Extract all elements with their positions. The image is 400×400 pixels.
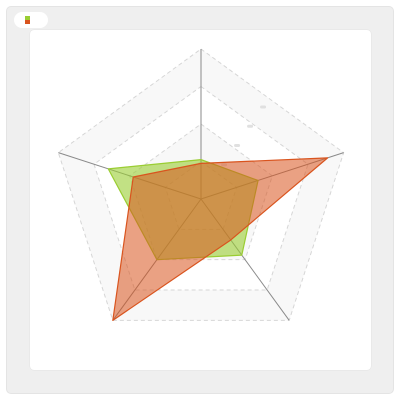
- tick-mark-4: [260, 105, 267, 109]
- legend-swatch-series-1: [25, 15, 30, 20]
- legend[interactable]: [14, 12, 48, 28]
- tick-mark-2: [234, 144, 241, 148]
- tick-mark-3: [247, 124, 254, 128]
- legend-swatch-series-2: [25, 20, 30, 25]
- series-2-area: [112, 157, 329, 321]
